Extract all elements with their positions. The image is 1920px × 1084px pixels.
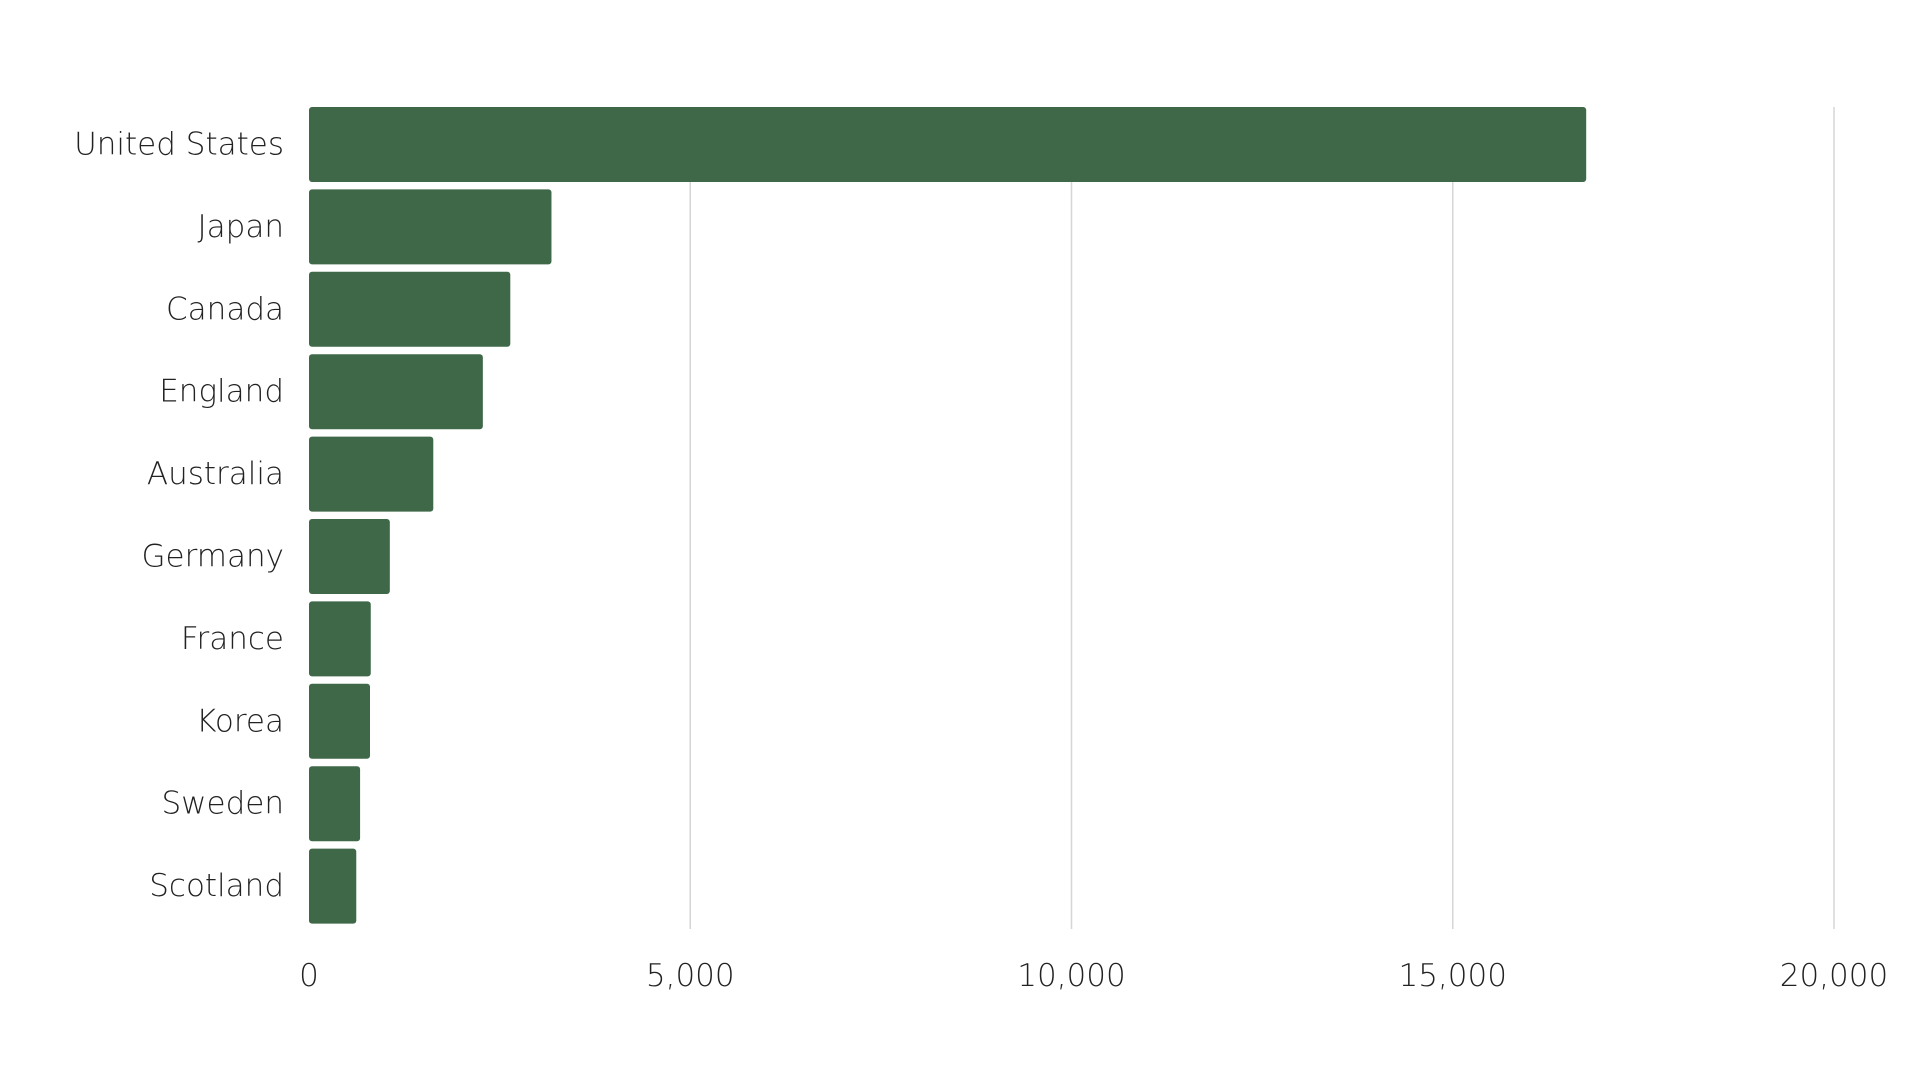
category-label-korea: Korea — [196, 703, 284, 739]
category-label-united-states: United States — [74, 127, 284, 163]
bar-scotland — [309, 848, 357, 924]
bar-sweden — [309, 766, 361, 842]
bar-united-states — [309, 107, 1587, 182]
bar-australia — [309, 436, 434, 512]
x-tick-label-10-000: 10,000 — [1017, 958, 1125, 994]
category-label-scotland: Scotland — [149, 868, 284, 904]
x-tick-label-5-000: 5,000 — [646, 958, 735, 994]
bar-canada — [309, 271, 511, 347]
x-tick-label-0: 0 — [299, 958, 319, 994]
bar-korea — [309, 683, 370, 759]
bar-germany — [309, 519, 390, 594]
category-labels: United States Japan Canada England Australia… — [74, 127, 284, 905]
category-label-sweden: Sweden — [161, 786, 284, 822]
x-axis-ticks: 0 5,000 10,000 15,000 20,000 — [299, 958, 1888, 994]
bar-england — [309, 354, 483, 430]
category-label-canada: Canada — [166, 291, 284, 327]
category-label-australia: Australia — [147, 456, 284, 492]
category-label-england: England — [159, 374, 284, 410]
category-label-germany: Germany — [142, 539, 284, 575]
category-label-japan: Japan — [198, 209, 284, 245]
bar-france — [309, 601, 371, 677]
category-label-france: France — [181, 621, 284, 657]
gridlines — [689, 107, 1835, 929]
x-tick-label-20-000: 20,000 — [1780, 958, 1888, 994]
bars — [309, 107, 1587, 924]
x-tick-label-15-000: 15,000 — [1399, 958, 1507, 994]
bar-japan — [309, 189, 552, 265]
